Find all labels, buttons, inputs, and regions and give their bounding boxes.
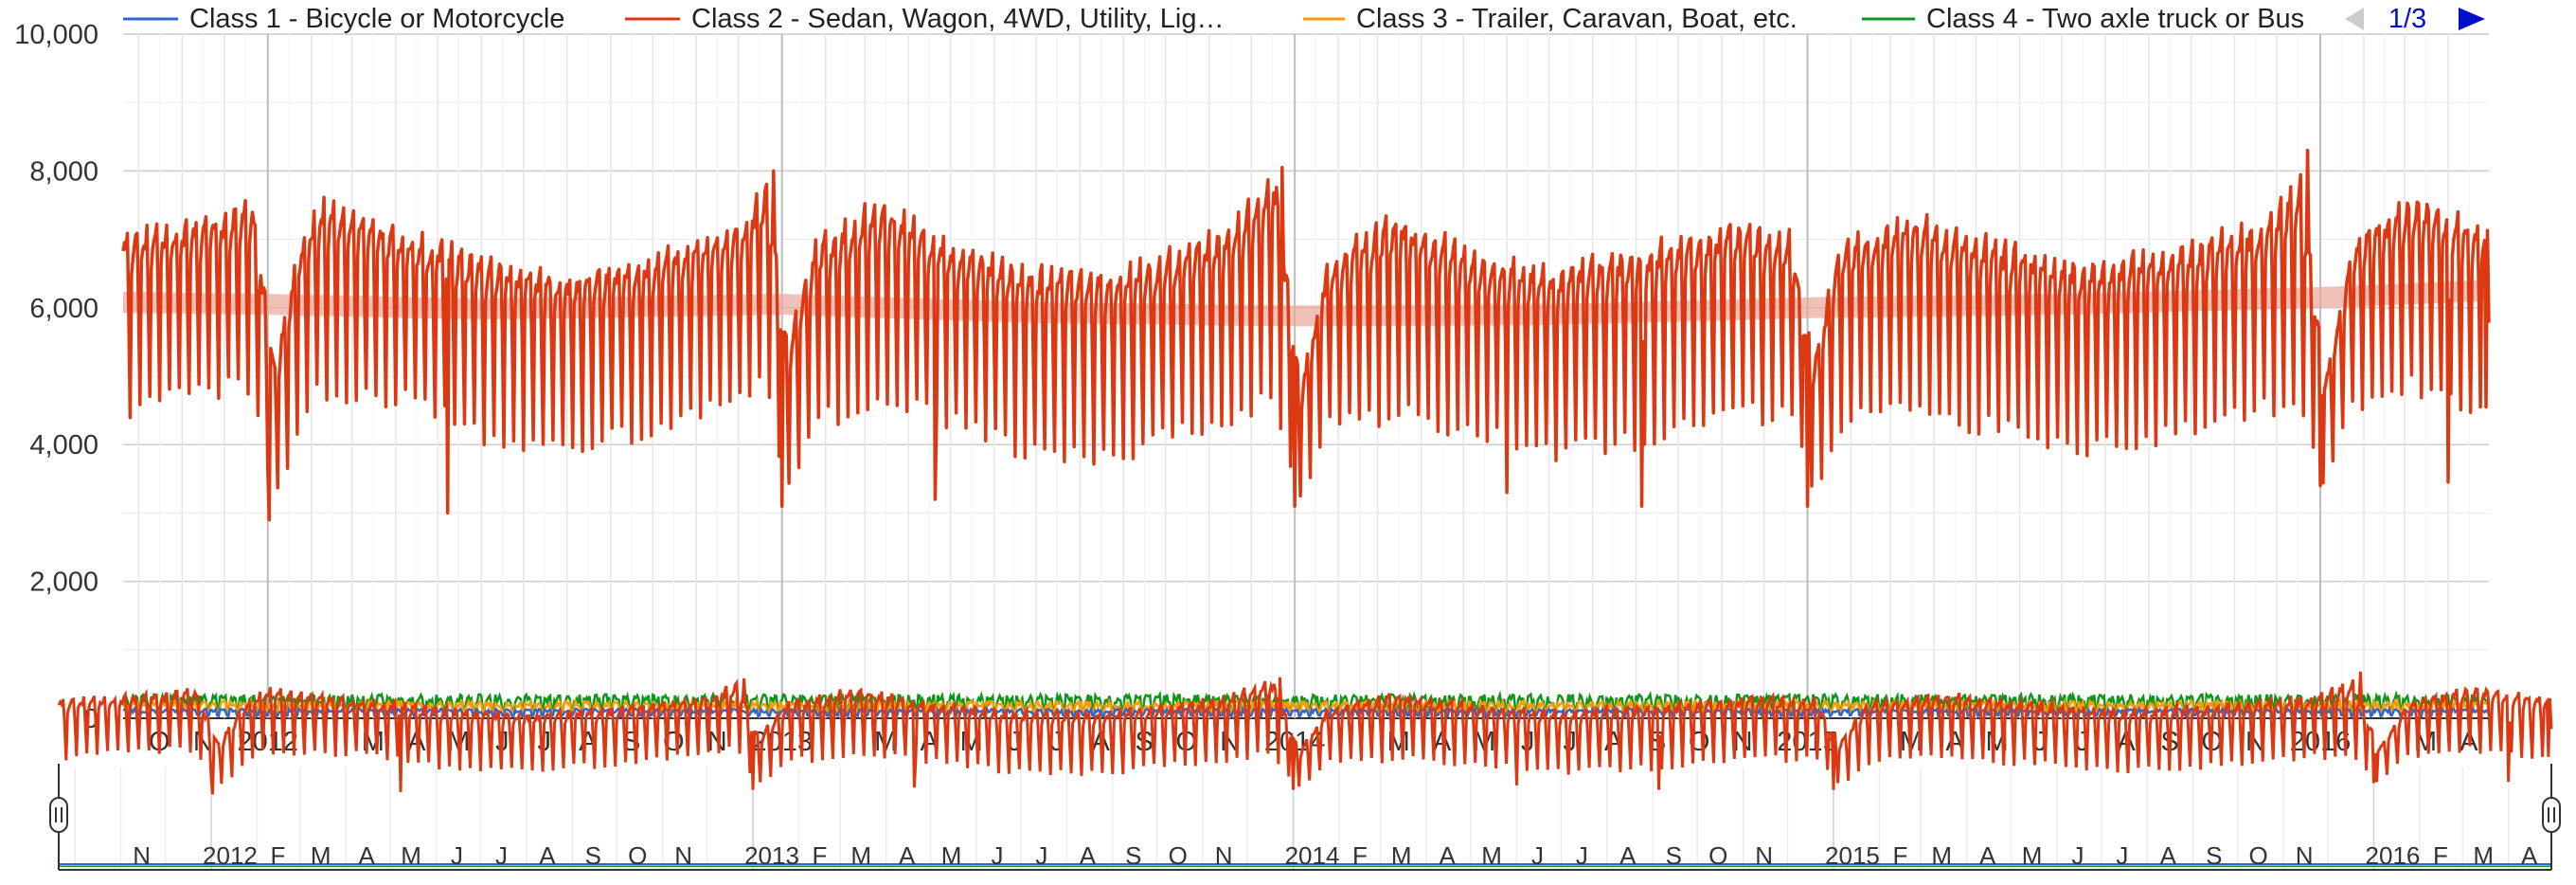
legend-pager: 1/3 <box>2345 4 2485 34</box>
legend-item-class-4[interactable]: Class 4 - Two axle truck or Bus <box>1862 4 2304 34</box>
navigator-tick-label: J <box>1035 841 1047 870</box>
navigator-tick-label: A <box>1439 841 1456 870</box>
legend-item-class-1[interactable]: Class 1 - Bicycle or Motorcycle <box>123 4 564 34</box>
navigator-tick-label: F <box>1352 841 1368 870</box>
navigator-tick-label: F <box>1892 841 1907 870</box>
navigator-tick-label: M <box>2473 841 2494 870</box>
x-tick-label-year: 2012 <box>238 727 299 757</box>
navigator-right-handle[interactable] <box>2542 764 2561 870</box>
navigator-tick-label: A <box>539 841 556 870</box>
navigator-tick-label: A <box>2160 841 2177 870</box>
navigator-tick-label: J <box>992 841 1004 870</box>
left-handle-grip-icon[interactable] <box>49 797 68 833</box>
series-lines <box>121 148 2491 719</box>
navigator-tick-label: M <box>1481 841 1502 870</box>
navigator-tick-label: N <box>2296 841 2314 870</box>
legend-label-class-1: Class 1 - Bicycle or Motorcycle <box>189 4 564 34</box>
navigator-tick-label: A <box>1619 841 1637 870</box>
navigator-tick-label-year: 2012 <box>203 841 258 870</box>
navigator-tick-label: M <box>401 841 421 870</box>
navigator-tick-label: F <box>270 841 285 870</box>
series-line-class-2 <box>121 148 2491 522</box>
triangle-right-icon[interactable] <box>2459 8 2485 30</box>
legend-label-class-3: Class 3 - Trailer, Caravan, Boat, etc. <box>1356 4 1798 34</box>
legend-page-indicator: 1/3 <box>2388 4 2426 34</box>
y-tick-label: 10,000 <box>14 20 98 50</box>
navigator-tick-label: M <box>941 841 962 870</box>
legend-label-class-2: Class 2 - Sedan, Wagon, 4WD, Utility, Li… <box>691 4 1224 34</box>
y-tick-label: 2,000 <box>29 568 98 598</box>
navigator-x-axis: N 2012 F M A M J J A S O N 2013 F M A M J J A S O N 2014 F M A M J J A… <box>133 841 2538 870</box>
navigator-tick-label: M <box>1931 841 1952 870</box>
navigator-tick-label: J <box>495 841 508 870</box>
triangle-left-icon[interactable] <box>2345 8 2364 30</box>
navigator-tick-label: S <box>1666 841 1682 870</box>
y-tick-label: 4,000 <box>29 430 98 461</box>
navigator-tick-label: M <box>2022 841 2043 870</box>
navigator-tick-label: S <box>1125 841 1141 870</box>
navigator-tick-label: A <box>2521 841 2538 870</box>
navigator-tick-label-year: 2013 <box>744 841 799 870</box>
y-tick-label: 6,000 <box>29 294 98 324</box>
navigator-tick-label: F <box>813 841 828 870</box>
navigator-line-class-2 <box>57 671 2553 795</box>
chart-legend: Class 1 - Bicycle or Motorcycle Class 2 … <box>123 4 2485 34</box>
navigator-tick-label-year: 2014 <box>1285 841 1340 870</box>
navigator-tick-label: J <box>2071 841 2084 870</box>
x-tick-label-year: 2016 <box>2290 727 2352 757</box>
navigator-gridlines <box>74 768 2510 870</box>
navigator-tick-label: N <box>1215 841 1233 870</box>
navigator-tick-label: O <box>628 841 647 870</box>
navigator-tick-label: J <box>2116 841 2128 870</box>
navigator-tick-label: S <box>585 841 601 870</box>
legend-item-class-3[interactable]: Class 3 - Trailer, Caravan, Boat, etc. <box>1303 4 1798 34</box>
right-handle-grip-icon[interactable] <box>2542 797 2561 833</box>
navigator-tick-label: F <box>2433 841 2448 870</box>
navigator-tick-label: M <box>1391 841 1412 870</box>
navigator-tick-label: J <box>1576 841 1588 870</box>
navigator-background <box>59 764 2551 870</box>
navigator-tick-label-year: 2015 <box>1825 841 1880 870</box>
navigator-tick-label: O <box>1708 841 1727 870</box>
series-line-class-4 <box>121 690 2491 717</box>
navigator-tick-label: N <box>1755 841 1773 870</box>
navigator-tick-label: J <box>1531 841 1544 870</box>
legend-item-class-2[interactable]: Class 2 - Sedan, Wagon, 4WD, Utility, Li… <box>625 4 1224 34</box>
range-navigator[interactable]: N 2012 F M A M J J A S O N 2013 F M A M J J A S O N 2014 F M A M J J A… <box>49 671 2561 871</box>
navigator-tick-label: M <box>850 841 871 870</box>
navigator-tick-label: N <box>674 841 692 870</box>
navigator-tick-label: N <box>133 841 151 870</box>
legend-label-class-4: Class 4 - Two axle truck or Bus <box>1926 4 2304 34</box>
navigator-tick-label: A <box>899 841 916 870</box>
navigator-series-lines <box>57 671 2553 867</box>
navigator-tick-label: M <box>311 841 331 870</box>
navigator-tick-label: A <box>1979 841 1996 870</box>
y-tick-label: 8,000 <box>29 156 98 187</box>
navigator-tick-label: A <box>1080 841 1097 870</box>
navigator-left-handle[interactable] <box>49 764 68 870</box>
navigator-tick-label: O <box>1169 841 1188 870</box>
navigator-tick-label: A <box>359 841 376 870</box>
navigator-tick-label: S <box>2206 841 2222 870</box>
navigator-tick-label: J <box>451 841 463 870</box>
navigator-tick-label-year: 2016 <box>2366 841 2421 870</box>
navigator-tick-label: O <box>2249 841 2268 870</box>
